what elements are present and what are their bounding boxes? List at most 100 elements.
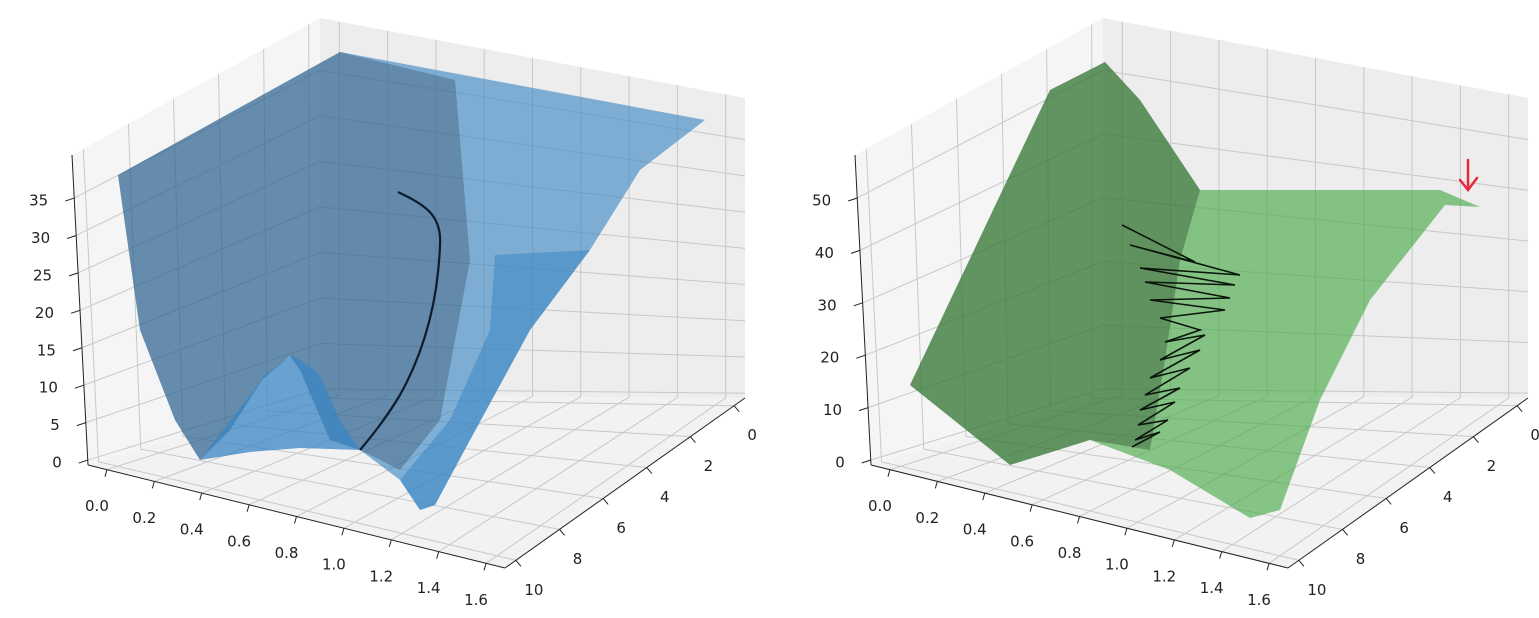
- z-tick-label: 25: [33, 266, 52, 284]
- tick-mark: [388, 539, 392, 548]
- z-tick-label: 10: [823, 401, 842, 419]
- grid-line: [438, 85, 678, 553]
- z-tick-label: 0: [52, 454, 62, 472]
- grid-line: [1221, 85, 1461, 553]
- grid-line: [910, 123, 1343, 530]
- red-arrow: [1458, 158, 1479, 193]
- x-tick-label: 1.2: [1152, 567, 1176, 585]
- y-tick-label: 0: [1530, 426, 1539, 444]
- tick-mark: [1077, 516, 1080, 524]
- y-tick-label: 2: [1487, 457, 1497, 475]
- trajectory: [1121, 224, 1241, 448]
- x-tick-label: 1.4: [1200, 579, 1224, 597]
- tick-mark: [690, 436, 696, 443]
- tick-mark: [1219, 551, 1223, 559]
- axes: 0.0 0.2 0.4 0.6 0.8 1.0 1.2 1.4 1.6 0 2 4 6 8 10 0 10 20 3…: [812, 154, 1539, 609]
- tick-mark: [1516, 405, 1523, 413]
- tick-mark: [76, 422, 86, 427]
- tick-mark: [483, 563, 487, 571]
- tick-mark: [72, 347, 83, 352]
- grid-line: [82, 148, 517, 561]
- y-tick-label: 8: [1356, 550, 1366, 568]
- tick-mark: [1429, 467, 1436, 474]
- z-tick-label: 5: [50, 416, 60, 434]
- surface-plot: 0.0 0.2 0.4 0.6 0.8 1.0 1.2 1.4 1.6 0 2 4 6 8 10 0 5 10 15…: [29, 18, 757, 609]
- surface-shade: [118, 52, 470, 470]
- tick-mark: [853, 302, 863, 307]
- x-tick-label: 0.6: [1010, 532, 1034, 550]
- y-axis-line: [1287, 397, 1529, 569]
- z-tick-label: 35: [29, 192, 48, 210]
- tick-mark: [646, 467, 653, 474]
- tick-mark: [104, 469, 108, 477]
- tick-mark: [887, 469, 891, 477]
- y-tick-label: 10: [524, 581, 543, 599]
- tick-mark: [74, 384, 85, 389]
- tick-mark: [436, 551, 440, 559]
- grid-line: [1268, 94, 1510, 564]
- tick-mark: [856, 354, 866, 359]
- y-tick-label: 4: [660, 488, 670, 506]
- tick-mark: [1029, 504, 1033, 512]
- surface-body: [118, 52, 705, 510]
- surface-plot: 0.0 0.2 0.4 0.6 0.8 1.0 1.2 1.4 1.6 0 2 4 6 8 10 0 10 20 3…: [812, 18, 1539, 609]
- y-tick-label: 10: [1307, 581, 1326, 599]
- tick-mark: [602, 498, 609, 505]
- x-axis-line: [870, 464, 1289, 569]
- tick-mark: [151, 481, 155, 489]
- x-tick-label: 0.8: [275, 544, 299, 562]
- axes: 0.0 0.2 0.4 0.6 0.8 1.0 1.2 1.4 1.6 0 2 4 6 8 10 0 5 10 15…: [29, 154, 757, 609]
- tick-mark: [1473, 436, 1479, 443]
- y-tick-label: 2: [704, 457, 714, 475]
- x-tick-label: 1.0: [322, 556, 346, 574]
- tick-mark: [861, 459, 871, 464]
- z-tick-label: 30: [818, 296, 837, 314]
- y-tick-label: 4: [1443, 488, 1453, 506]
- tick-mark: [850, 249, 861, 254]
- x-tick-label: 1.0: [1105, 556, 1129, 574]
- z-tick-label: 10: [39, 379, 58, 397]
- x-tick-label: 0.0: [85, 497, 109, 515]
- x-tick-label: 0.2: [132, 509, 156, 527]
- surface-front: [400, 250, 590, 510]
- x-axis-line: [87, 464, 506, 569]
- y-tick-label: 0: [747, 426, 757, 444]
- surface: [118, 52, 705, 510]
- x-tick-label: 0.2: [915, 509, 939, 527]
- x-tick-label: 0.4: [963, 521, 987, 539]
- surface: [910, 62, 1480, 518]
- trajectory: [359, 191, 442, 451]
- y-axis-line: [504, 397, 746, 569]
- y-tick-label: 6: [616, 519, 626, 537]
- tick-mark: [1171, 539, 1175, 548]
- tick-mark: [68, 272, 79, 277]
- tick-mark: [848, 197, 858, 202]
- z-axis-line: [854, 154, 872, 466]
- z-tick-label: 30: [31, 229, 50, 247]
- x-tick-label: 1.6: [1247, 591, 1271, 609]
- surface-body: [910, 62, 1480, 518]
- x-tick-label: 0.0: [868, 497, 892, 515]
- x-tick-label: 0.6: [227, 532, 251, 550]
- tick-mark: [1266, 563, 1270, 571]
- tick-mark: [858, 407, 869, 412]
- tick-mark: [559, 529, 565, 536]
- tick-mark: [246, 504, 250, 512]
- z-tick-label: 50: [812, 191, 831, 209]
- z-tick-label: 15: [37, 341, 56, 359]
- x-tick-label: 1.4: [417, 579, 441, 597]
- x-tick-label: 1.2: [369, 567, 393, 585]
- z-tick-label: 20: [35, 304, 54, 322]
- surface-shade: [910, 62, 1200, 465]
- tick-mark: [733, 405, 740, 413]
- surface-hump: [200, 355, 360, 460]
- x-tick-label: 0.4: [180, 521, 204, 539]
- y-tick-label: 6: [1399, 519, 1409, 537]
- tick-mark: [199, 492, 203, 501]
- tick-mark: [934, 481, 938, 489]
- z-tick-label: 40: [815, 244, 834, 262]
- x-tick-label: 0.8: [1058, 544, 1082, 562]
- y-tick-label: 8: [573, 550, 583, 568]
- tick-mark: [1298, 559, 1305, 567]
